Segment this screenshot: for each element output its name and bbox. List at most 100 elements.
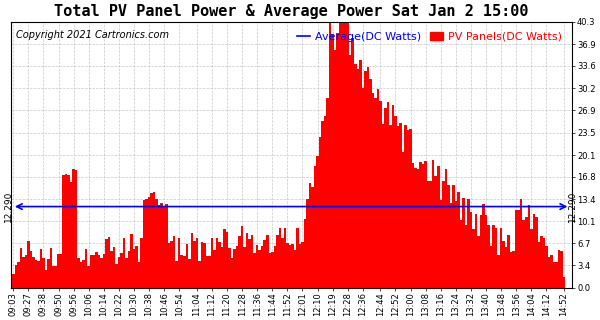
Bar [472,229,475,288]
Bar [200,242,203,288]
Bar [143,200,145,288]
Bar [284,228,286,288]
Bar [259,250,261,288]
Bar [440,200,442,288]
Bar [65,174,67,288]
Bar [502,241,505,288]
Bar [434,176,437,288]
Bar [293,250,296,288]
Bar [563,276,565,288]
Bar [364,71,367,288]
Bar [118,257,120,288]
Bar [276,235,278,288]
Bar [557,250,560,288]
Bar [424,161,427,288]
Bar [470,212,472,288]
Bar [530,228,533,288]
Bar [386,102,389,288]
Bar [493,225,495,288]
Bar [482,204,485,288]
Bar [62,175,65,288]
Bar [50,248,52,288]
Bar [253,253,256,288]
Bar [389,125,392,288]
Bar [445,169,447,288]
Bar [88,266,90,288]
Bar [356,69,359,288]
Bar [17,262,20,288]
Bar [12,275,14,288]
Bar [377,89,379,288]
Bar [344,22,346,288]
Bar [430,181,432,288]
Bar [208,256,211,288]
Bar [419,162,422,288]
Bar [289,245,291,288]
Bar [22,257,25,288]
Bar [311,187,314,288]
Bar [231,258,233,288]
Bar [269,253,271,288]
Bar [98,255,100,288]
Bar [304,219,306,288]
Bar [452,185,455,288]
Bar [181,255,183,288]
Text: 12.290: 12.290 [4,191,13,222]
Bar [130,234,133,288]
Bar [432,160,434,288]
Bar [402,153,404,288]
Bar [542,238,545,288]
Bar [322,121,324,288]
Bar [477,236,480,288]
Bar [505,247,508,288]
Bar [47,259,50,288]
Bar [100,258,103,288]
Bar [166,204,168,288]
Bar [362,88,364,288]
Bar [545,246,548,288]
Bar [198,261,200,288]
Bar [462,198,464,288]
Text: 12.290: 12.290 [568,191,577,222]
Bar [233,249,236,288]
Bar [40,249,42,288]
Bar [57,254,60,288]
Bar [560,251,563,288]
Bar [223,229,226,288]
Bar [490,246,493,288]
Bar [73,169,75,288]
Bar [32,257,35,288]
Bar [437,165,440,288]
Bar [497,255,500,288]
Bar [316,156,319,288]
Bar [163,206,166,288]
Bar [326,98,329,288]
Bar [508,235,510,288]
Bar [517,210,520,288]
Bar [281,238,284,288]
Bar [278,228,281,288]
Bar [178,238,181,288]
Bar [455,201,457,288]
Bar [151,193,153,288]
Bar [248,239,251,288]
Bar [95,252,98,288]
Bar [291,244,293,288]
Bar [412,163,415,288]
Bar [75,170,77,288]
Bar [110,251,113,288]
Bar [467,199,470,288]
Bar [371,93,374,288]
Bar [349,55,352,288]
Bar [447,185,449,288]
Bar [251,235,253,288]
Bar [520,199,523,288]
Bar [442,181,445,288]
Bar [337,33,339,288]
Bar [128,251,130,288]
Bar [213,250,215,288]
Bar [185,244,188,288]
Bar [548,257,550,288]
Bar [384,108,386,288]
Bar [457,192,460,288]
